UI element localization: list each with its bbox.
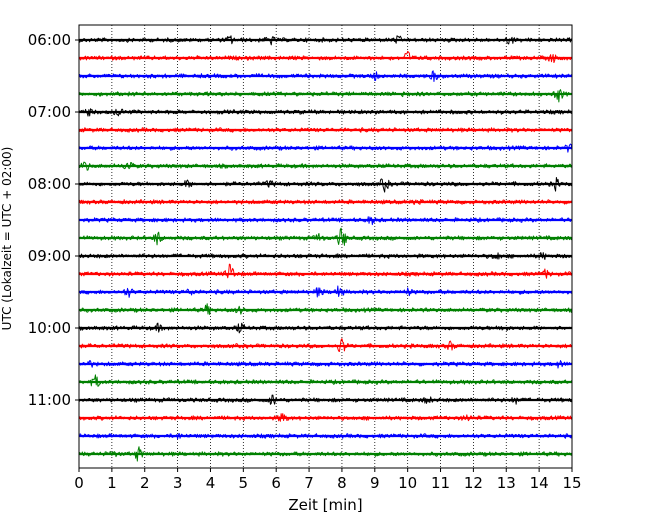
seismic-traces [78,35,573,462]
x-tick-label: 11 [431,474,450,492]
x-tick-label: 14 [530,474,549,492]
trace-line [78,263,573,279]
x-tick-label: 0 [74,474,84,492]
y-tick-label: 06:00 [28,31,71,49]
y-tick-label: 09:00 [28,247,71,265]
x-axis-ticks: 0 1 2 3 4 5 6 7 8 9 10 11 12 13 14 15 [74,468,582,492]
y-tick-label: 10:00 [28,319,71,337]
trace-line [78,303,573,315]
x-tick-label: 5 [239,474,249,492]
x-tick-label: 8 [337,474,347,492]
plot-frame [78,24,573,469]
x-tick-label: 7 [304,474,314,492]
y-axis-label: UTC (Lokalzeit = UTC + 02:00) [0,147,14,331]
x-tick-label: 9 [370,474,380,492]
trace-line [78,89,573,103]
x-tick-label: 6 [271,474,281,492]
x-axis-label: Zeit [min] [288,496,362,514]
trace-line [78,227,573,246]
y-axis-ticks: 06:00 07:00 08:00 09:00 10:00 11:00 [28,31,79,409]
y-tick-label: 08:00 [28,175,71,193]
x-tick-label: 3 [173,474,183,492]
x-tick-label: 15 [562,474,581,492]
y-tick-label: 07:00 [28,103,71,121]
trace-line [78,374,573,387]
x-tick-label: 2 [140,474,150,492]
x-tick-label: 1 [107,474,117,492]
x-tick-label: 12 [464,474,483,492]
x-tick-label: 13 [497,474,516,492]
x-tick-label: 10 [398,474,417,492]
x-tick-label: 4 [206,474,216,492]
vertical-grid [111,25,540,468]
y-tick-label: 11:00 [28,391,71,409]
